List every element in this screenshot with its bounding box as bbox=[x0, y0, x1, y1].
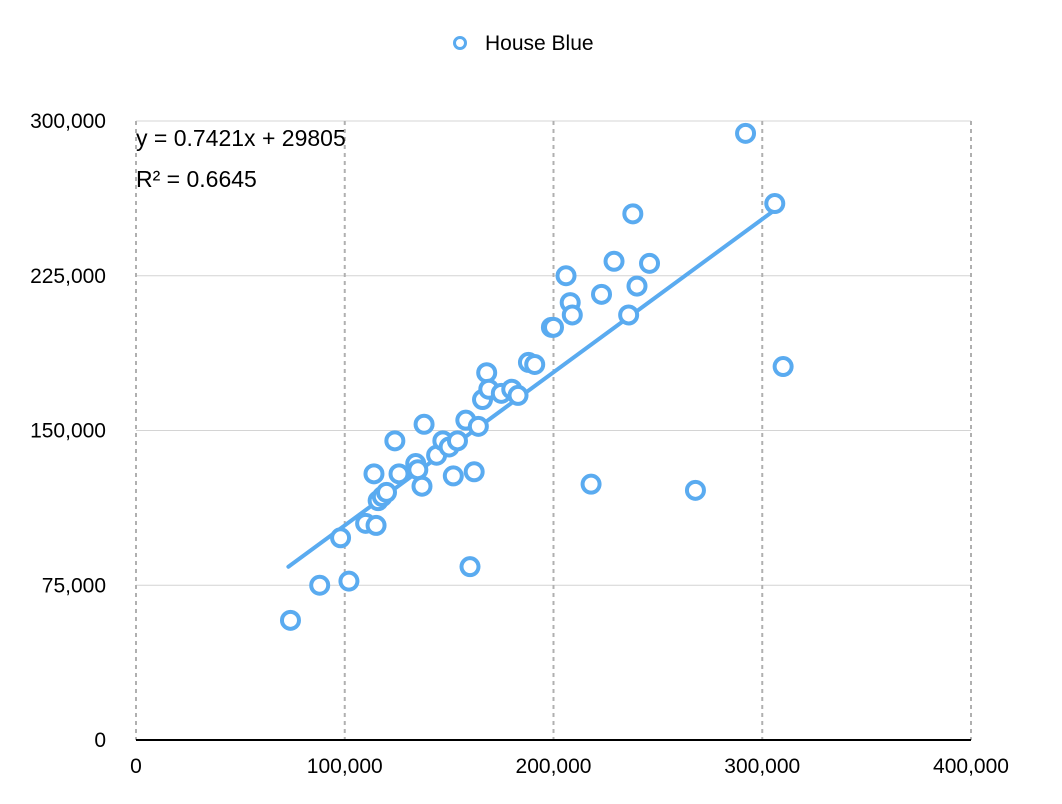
data-point bbox=[467, 415, 489, 437]
x-tick-label: 400,000 bbox=[933, 755, 1009, 778]
data-point bbox=[463, 461, 485, 483]
data-point bbox=[543, 316, 564, 338]
data-point bbox=[772, 356, 794, 378]
data-point bbox=[330, 527, 352, 549]
x-tick-label: 200,000 bbox=[516, 755, 592, 778]
data-point bbox=[384, 430, 406, 452]
data-point bbox=[507, 384, 529, 406]
data-point bbox=[561, 304, 583, 326]
data-point bbox=[555, 265, 577, 287]
data-point bbox=[476, 362, 498, 384]
x-tick-label: 100,000 bbox=[307, 755, 383, 778]
data-point bbox=[622, 203, 644, 225]
data-point bbox=[626, 275, 648, 297]
x-tick-label: 300,000 bbox=[724, 755, 800, 778]
trendline-r-squared: R² = 0.6645 bbox=[136, 166, 257, 192]
trendline-layer bbox=[286, 209, 775, 569]
data-point bbox=[735, 122, 757, 144]
gridlines bbox=[135, 120, 972, 740]
y-tick-label: 225,000 bbox=[30, 265, 106, 288]
data-point bbox=[446, 430, 468, 452]
legend-label: House Blue bbox=[485, 32, 594, 55]
data-point bbox=[684, 479, 706, 501]
legend-marker bbox=[453, 36, 467, 50]
y-tick-label: 150,000 bbox=[30, 420, 106, 443]
data-point bbox=[618, 304, 640, 326]
data-point bbox=[365, 514, 387, 536]
data-point bbox=[459, 556, 481, 578]
y-tick-label: 0 bbox=[94, 729, 106, 752]
tick-labels: 0 75,000 150,000 225,000 300,000 0 100,000 200,… bbox=[30, 110, 1009, 778]
trendline bbox=[286, 209, 775, 569]
data-point bbox=[363, 463, 385, 485]
trendline-equation: y = 0.7421x + 29805 bbox=[136, 125, 346, 151]
x-tick-label: 0 bbox=[130, 755, 142, 778]
data-point bbox=[376, 481, 397, 503]
y-tick-label: 75,000 bbox=[42, 574, 106, 597]
data-point bbox=[279, 609, 301, 631]
legend: House Blue bbox=[453, 32, 594, 55]
data-point bbox=[413, 413, 435, 435]
data-point bbox=[603, 250, 625, 272]
data-point bbox=[407, 459, 429, 481]
data-point bbox=[338, 570, 360, 592]
data-points bbox=[279, 122, 794, 631]
data-point bbox=[442, 465, 464, 487]
data-point bbox=[591, 283, 613, 305]
data-point bbox=[524, 353, 546, 375]
data-point bbox=[411, 475, 433, 497]
data-point bbox=[388, 463, 410, 485]
data-point bbox=[764, 193, 786, 215]
y-tick-label: 300,000 bbox=[30, 110, 106, 133]
data-point bbox=[580, 473, 602, 495]
data-point bbox=[639, 252, 661, 274]
data-point bbox=[309, 574, 331, 596]
